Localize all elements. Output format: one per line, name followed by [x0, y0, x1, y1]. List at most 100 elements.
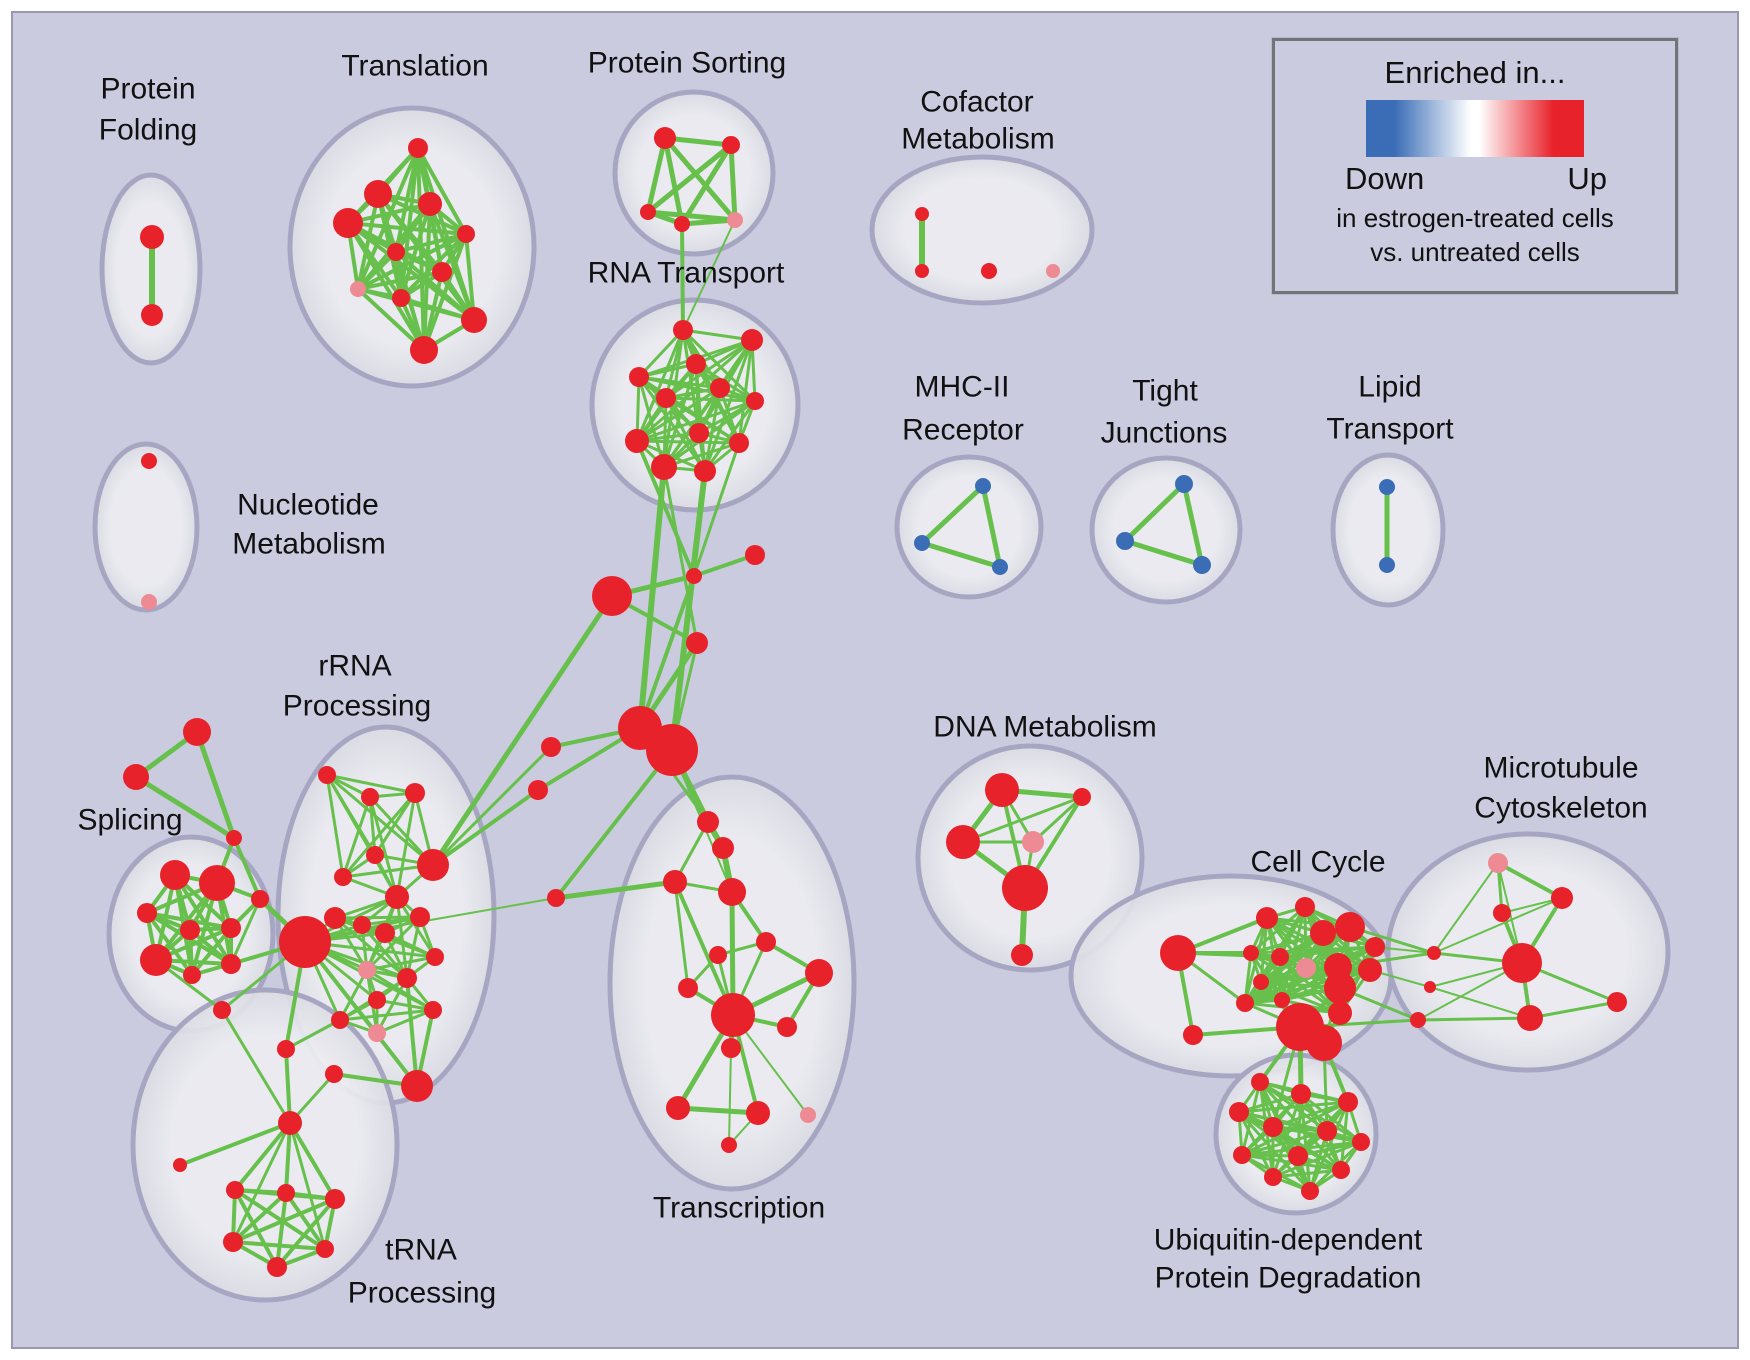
edge — [679, 142, 734, 227]
node-rt8 — [689, 423, 709, 443]
edge — [356, 146, 420, 291]
nodes — [123, 127, 1627, 1277]
cluster-ellipse-tight-junctions — [1089, 455, 1243, 605]
cluster-label-cell-cycle: Cell Cycle — [1250, 846, 1385, 879]
node-rr20 — [277, 1040, 295, 1058]
edge — [635, 386, 722, 443]
cluster-label-protein-folding-line1: Protein — [100, 73, 195, 106]
edge — [681, 328, 757, 403]
node-pf1 — [140, 225, 164, 249]
cluster-label-rrna-processing-line1: rRNA — [318, 650, 391, 683]
edge — [637, 464, 667, 731]
edge — [1296, 1140, 1363, 1158]
edge — [1181, 481, 1205, 568]
edge — [304, 897, 557, 943]
edge — [231, 1197, 337, 1244]
cluster-label-lipid-transport-line1: Lipid — [1358, 371, 1421, 404]
edge — [375, 976, 409, 1035]
node-tl4 — [333, 208, 363, 238]
node-mh3 — [992, 559, 1008, 575]
edge — [682, 219, 736, 331]
node-g2 — [646, 724, 698, 776]
cluster-ellipse-cofactor-metabolism — [869, 154, 1095, 306]
node-ub12 — [1301, 1182, 1319, 1200]
edge — [662, 135, 685, 227]
node-sp6 — [140, 944, 172, 976]
node-ps2 — [722, 136, 740, 154]
node-rr17 — [331, 1011, 349, 1029]
edge — [1416, 1016, 1532, 1022]
node-mt5 — [1517, 1005, 1543, 1031]
node-rr9 — [353, 916, 371, 934]
edge — [1237, 1100, 1350, 1114]
node-mt1 — [1488, 853, 1508, 873]
node-cc12 — [1236, 994, 1254, 1012]
node-mt2 — [1551, 887, 1573, 909]
edge — [133, 774, 237, 841]
node-rrh — [279, 916, 331, 968]
edge — [346, 221, 426, 352]
edge — [284, 1047, 292, 1125]
node-cc8 — [1271, 948, 1289, 966]
node-tri1 — [183, 718, 211, 746]
cluster-label-dna-metabolism: DNA Metabolism — [933, 711, 1156, 744]
node-rr11 — [410, 907, 430, 927]
cluster-label-cofactor-metabolism-line2: Metabolism — [901, 123, 1054, 156]
edge — [664, 396, 741, 445]
edge — [233, 1188, 279, 1269]
edge — [233, 1188, 327, 1251]
edge — [395, 895, 409, 980]
edge — [325, 773, 345, 879]
node-sp8 — [221, 954, 241, 974]
node-rt7 — [746, 392, 764, 410]
node-t15 — [721, 1137, 737, 1153]
edge — [178, 1121, 292, 1167]
edge — [919, 540, 1003, 570]
node-t8 — [678, 978, 698, 998]
edge — [288, 1121, 327, 1251]
node-sp1 — [160, 860, 190, 890]
edge — [1240, 1129, 1329, 1157]
node-dm3 — [946, 825, 980, 859]
cluster-label-translation: Translation — [341, 50, 488, 83]
edge — [338, 1008, 435, 1022]
cluster-label-splicing: Splicing — [77, 804, 182, 837]
edge — [346, 221, 468, 236]
edge — [341, 795, 372, 879]
node-L3 — [547, 889, 565, 907]
edge — [338, 968, 369, 1022]
node-th1 — [278, 1111, 302, 1135]
edge — [284, 1018, 342, 1051]
edge — [232, 836, 262, 901]
node-rt3 — [686, 354, 706, 374]
node-rr10 — [375, 923, 395, 943]
edge — [356, 287, 426, 352]
edge — [637, 375, 707, 473]
legend-box: Enriched in... Down Up in estrogen-treat… — [1271, 37, 1679, 295]
edge — [681, 328, 754, 342]
edge — [428, 202, 476, 322]
node-cc7 — [1243, 945, 1259, 961]
node-t12 — [666, 1096, 690, 1120]
cluster-label-trna-processing-line1: tRNA — [385, 1234, 457, 1267]
node-c4 — [686, 632, 708, 654]
node-cc13 — [1274, 992, 1290, 1008]
node-tr3 — [226, 1181, 244, 1199]
edge — [405, 976, 419, 1088]
edge — [275, 1191, 288, 1269]
edge — [325, 773, 417, 795]
node-tl5 — [457, 225, 475, 243]
node-cm3 — [981, 263, 997, 279]
edge — [1122, 481, 1187, 544]
edge — [662, 441, 741, 469]
edge — [368, 795, 399, 899]
node-lt1 — [1379, 479, 1395, 495]
edge — [368, 795, 377, 857]
edge — [233, 1121, 292, 1192]
edge — [356, 232, 468, 291]
cluster-label-microtubule-cytoskeleton-line2: Cytoskeleton — [1474, 792, 1647, 825]
edge — [1237, 1110, 1363, 1144]
node-rr6 — [334, 868, 352, 886]
